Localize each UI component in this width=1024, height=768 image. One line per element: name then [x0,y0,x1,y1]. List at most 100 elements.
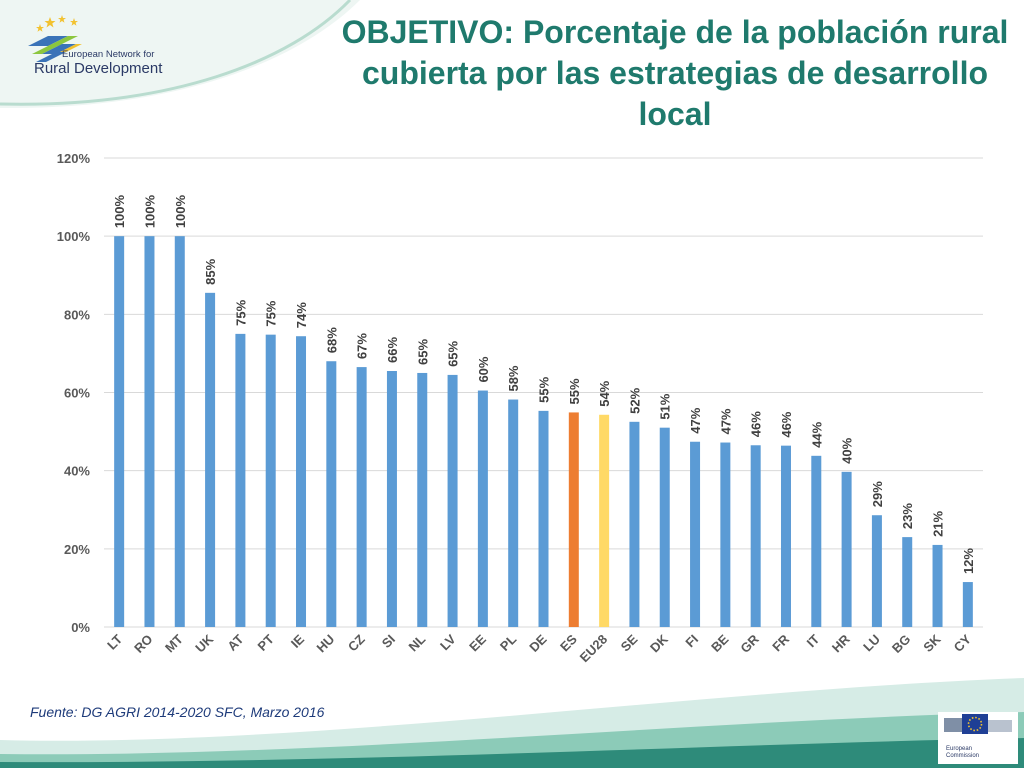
x-tick-label: SI [379,632,398,651]
x-tick-label: LT [104,631,125,652]
bar-fi [690,441,701,627]
bar-de [538,410,549,627]
ec-flag-icon [944,714,1012,734]
bar-at [235,333,246,627]
y-tick-label: 20% [64,542,90,557]
data-label: 54% [597,380,612,406]
logo-line2: Rural Development [34,60,163,77]
x-tick-label: BE [708,631,732,655]
data-label: 40% [840,437,855,463]
x-tick-label: NL [406,631,429,654]
x-tick-label: EU28 [577,632,611,666]
x-tick-label: ES [557,631,580,654]
bar-ee [477,390,488,627]
data-labels: 100% 100% 100% 85% 75% 75% 74% 68% 67% 66% 65% 65% 6… [112,194,976,574]
data-label: 75% [233,299,248,325]
data-label: 46% [779,411,794,437]
bar-lv [447,374,458,627]
bar-bg [902,537,913,627]
x-tick-label: LU [860,632,883,655]
data-label: 23% [900,503,915,529]
x-tick-label: IE [288,631,308,651]
y-tick-label: 40% [64,464,90,479]
y-tick-label: 120% [57,151,91,166]
data-label: 29% [870,481,885,507]
x-tick-label: EE [466,631,489,654]
data-label: 44% [809,421,824,447]
data-label: 66% [385,337,400,363]
bar-cz [356,367,367,627]
data-label: 65% [415,338,430,364]
european-commission-logo [938,712,1018,764]
header-swoosh-line [0,0,352,106]
bar-chart: 0% 20% 40% 60% 80% 100% 120% 100% 100% 100% 85% 75… [57,151,983,666]
bar-es [568,412,579,627]
footer-wave-dark [0,738,1024,768]
x-tick-label: DK [647,631,671,655]
bar-fr [780,445,791,627]
x-tick-label: AT [224,631,246,653]
ec-line2: Commission [946,753,980,759]
x-tick-label: PT [254,631,276,653]
bar-sk [932,544,943,627]
data-label: 100% [142,194,157,228]
bar-uk [205,292,216,627]
y-tick-label: 0% [71,620,90,635]
data-label: 58% [506,365,521,391]
x-tick-label: DE [526,631,550,655]
bar-dk [659,427,670,627]
data-label: 21% [931,510,946,536]
data-label: 74% [294,302,309,328]
bar-gr [750,445,761,627]
data-label: 60% [476,356,491,382]
bar-pl [508,399,519,627]
data-label: 55% [537,376,552,402]
data-label: 46% [749,411,764,437]
header-swoosh [0,0,360,109]
data-label: 51% [658,393,673,419]
bar-lu [871,515,882,627]
x-tick-label: LV [437,631,459,653]
x-tick-label: SE [618,631,641,654]
bar-ro [144,236,155,627]
bar-be [720,442,731,627]
bar-cy [962,582,973,627]
data-label: 100% [173,194,188,228]
y-tick-label: 60% [64,386,90,401]
x-tick-label: SK [920,631,944,655]
data-label: 85% [203,258,218,284]
data-label: 47% [718,408,733,434]
x-tick-label: RO [131,632,155,656]
data-label: 12% [961,548,976,574]
bar-ie [296,336,307,627]
logo-line1: European Network for [62,49,155,60]
stars-icon [36,15,78,32]
data-label: 100% [112,194,127,228]
data-label: 55% [567,378,582,404]
bar-it [811,455,822,627]
x-tick-label: HU [314,632,338,656]
data-label: 75% [264,300,279,326]
data-label: 67% [355,333,370,359]
bar-hr [841,471,852,627]
bar-si [386,371,397,627]
bar-se [629,421,640,627]
gridlines [104,157,983,628]
bar-nl [417,372,428,627]
data-label: 68% [324,327,339,353]
bar-mt [174,236,185,627]
y-tick-label: 80% [64,307,90,322]
bar-hu [326,361,337,627]
x-tick-label: GR [737,631,762,656]
x-tick-label: FI [682,632,701,651]
bars [114,236,973,627]
page-title: OBJETIVO: Porcentaje de la población rur… [341,14,1009,132]
x-tick-label: MT [162,631,186,655]
x-tick-label: HR [829,631,853,655]
source-note: Fuente: DG AGRI 2014-2020 SFC, Marzo 201… [30,704,325,720]
bar-lt [114,236,125,627]
x-tick-label: UK [192,631,216,655]
bar-eu28 [599,414,610,627]
x-tick-label: IT [804,631,823,650]
y-axis-ticks: 0% 20% 40% 60% 80% 100% 120% [57,151,91,635]
